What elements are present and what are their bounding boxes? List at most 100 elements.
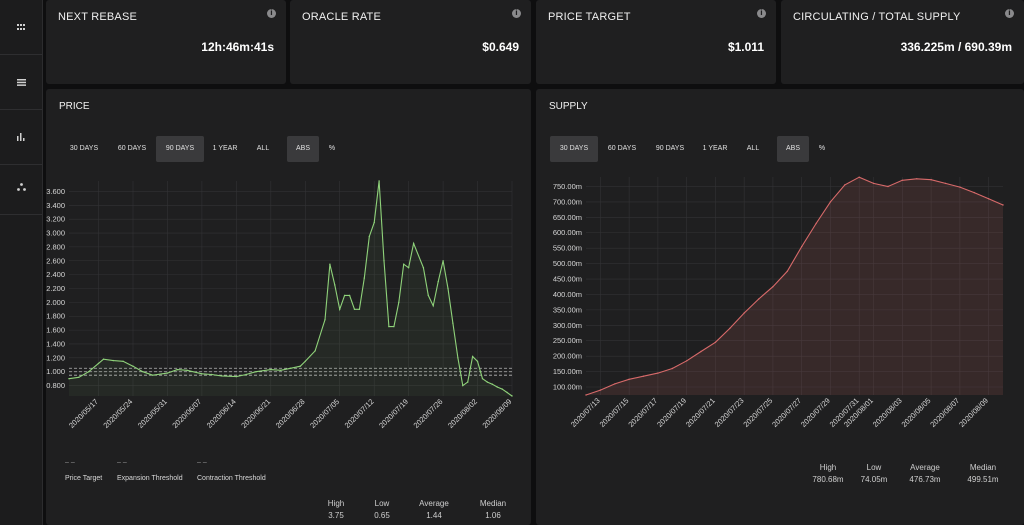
data-point bbox=[270, 368, 272, 371]
info-icon[interactable]: i bbox=[1005, 9, 1014, 18]
supply-chart: 100.00m 150.00m 200.00m 250.00m 300.00m 350.0… bbox=[553, 176, 1004, 429]
list-icon bbox=[16, 78, 26, 86]
x-tick-label: 2020/07/12 bbox=[343, 397, 376, 430]
series-area bbox=[586, 177, 1003, 395]
data-point bbox=[858, 176, 860, 178]
data-point bbox=[657, 372, 659, 374]
data-point bbox=[427, 294, 429, 297]
range-button-60-days[interactable]: 60 DAYS bbox=[607, 145, 637, 152]
data-point bbox=[383, 260, 385, 262]
stat-value-low: 0.65 bbox=[374, 511, 390, 520]
data-point bbox=[815, 222, 817, 225]
data-point bbox=[628, 378, 630, 380]
range-button-all[interactable]: ALL bbox=[746, 145, 760, 152]
sidebar-item-dashboard[interactable] bbox=[0, 0, 42, 55]
data-point bbox=[467, 381, 469, 383]
data-point bbox=[343, 294, 346, 297]
data-point bbox=[585, 394, 587, 396]
data-point bbox=[280, 369, 282, 371]
stat-card-price-target: PRICE TARGET i $1.011 bbox=[536, 0, 776, 84]
data-point bbox=[511, 395, 513, 397]
data-point bbox=[501, 388, 503, 390]
data-point bbox=[334, 284, 336, 286]
x-tick-label: 2020/07/21 bbox=[684, 396, 717, 429]
data-point bbox=[772, 286, 774, 288]
range-button-1-year[interactable]: 1 YEAR bbox=[212, 145, 238, 152]
info-icon[interactable]: i bbox=[267, 9, 276, 18]
data-point bbox=[829, 201, 832, 203]
range-button-60-days[interactable]: 60 DAYS bbox=[117, 145, 147, 152]
data-point bbox=[132, 365, 134, 367]
data-point bbox=[700, 350, 702, 353]
data-point bbox=[220, 375, 223, 377]
data-point bbox=[714, 341, 717, 343]
y-tick-label: $3.000 bbox=[46, 229, 65, 238]
stat-head-high: High bbox=[819, 463, 837, 472]
stat-label: ORACLE RATE bbox=[302, 11, 382, 23]
range-button-30-days[interactable]: 30 DAYS bbox=[69, 145, 99, 152]
data-point bbox=[166, 372, 169, 374]
range-button-30-days[interactable]: 30 DAYS bbox=[550, 136, 598, 162]
bar-chart-icon bbox=[17, 133, 25, 141]
info-icon[interactable]: i bbox=[512, 9, 521, 18]
data-point bbox=[614, 383, 616, 385]
supply-panel: SUPPLY 30 DAYS 60 DAYS 90 DAYS 1 YEAR AL… bbox=[536, 89, 1024, 525]
data-point bbox=[235, 375, 238, 378]
sidebar-item-network[interactable] bbox=[0, 160, 42, 215]
stat-head-average: Average bbox=[419, 499, 449, 508]
data-point bbox=[201, 373, 203, 375]
data-point bbox=[122, 360, 124, 362]
data-point bbox=[329, 263, 331, 265]
stat-head-median: Median bbox=[479, 499, 507, 508]
x-tick-label: 2020/05/24 bbox=[101, 397, 134, 430]
x-tick-label: 2020/07/15 bbox=[598, 396, 631, 429]
y-tick-label: 300.00m bbox=[553, 321, 582, 330]
range-button-90-days[interactable]: 90 DAYS bbox=[156, 136, 204, 162]
x-tick-label: 2020/08/02 bbox=[446, 397, 479, 430]
mode-button-percent[interactable]: % bbox=[328, 145, 336, 152]
info-icon[interactable]: i bbox=[757, 9, 766, 18]
legend-expansion-threshold[interactable]: Expansion Threshold bbox=[117, 475, 183, 482]
range-button-1-year[interactable]: 1 YEAR bbox=[702, 145, 728, 152]
range-button-90-days[interactable]: 90 DAYS bbox=[655, 145, 685, 152]
data-point bbox=[363, 277, 365, 279]
data-point bbox=[289, 367, 292, 369]
data-point bbox=[255, 371, 257, 373]
data-point bbox=[471, 355, 474, 358]
data-point bbox=[872, 182, 875, 185]
data-point bbox=[432, 305, 434, 307]
legend-contraction-threshold[interactable]: Contraction Threshold bbox=[197, 475, 266, 482]
data-point bbox=[348, 294, 351, 297]
x-tick-label: 2020/07/13 bbox=[569, 396, 602, 429]
data-point bbox=[368, 235, 370, 238]
y-tick-label: 650.00m bbox=[553, 213, 582, 222]
range-button-all[interactable]: ALL bbox=[256, 145, 270, 152]
y-tick-label: 700.00m bbox=[553, 197, 582, 206]
data-point bbox=[142, 371, 144, 373]
y-tick-label: $0.800 bbox=[46, 381, 65, 390]
data-point bbox=[398, 301, 400, 304]
legend-price-target[interactable]: Price Target bbox=[65, 475, 103, 482]
data-point bbox=[496, 386, 498, 388]
sidebar-item-charts[interactable] bbox=[0, 110, 42, 165]
sidebar-item-list[interactable] bbox=[0, 55, 42, 110]
stat-card-next-rebase: NEXT REBASE i 12h:46m:41s bbox=[46, 0, 286, 84]
y-tick-label: 350.00m bbox=[553, 305, 582, 314]
y-tick-label: $3.400 bbox=[46, 201, 65, 210]
y-tick-label: 150.00m bbox=[553, 367, 582, 376]
network-icon bbox=[16, 183, 26, 191]
sidebar bbox=[0, 0, 43, 525]
mode-button-abs[interactable]: ABS bbox=[287, 136, 319, 162]
data-point bbox=[452, 322, 454, 324]
stat-head-high: High bbox=[327, 499, 345, 508]
stat-value-average: 1.44 bbox=[426, 511, 442, 520]
data-point bbox=[801, 245, 803, 248]
mode-button-abs[interactable]: ABS bbox=[777, 136, 809, 162]
y-tick-label: 200.00m bbox=[553, 352, 582, 361]
x-tick-label: 2020/07/23 bbox=[713, 396, 746, 429]
y-tick-label: 550.00m bbox=[553, 244, 582, 253]
data-point bbox=[930, 179, 932, 181]
data-point bbox=[481, 378, 484, 380]
mode-button-percent[interactable]: % bbox=[818, 145, 826, 152]
data-point bbox=[462, 384, 464, 387]
